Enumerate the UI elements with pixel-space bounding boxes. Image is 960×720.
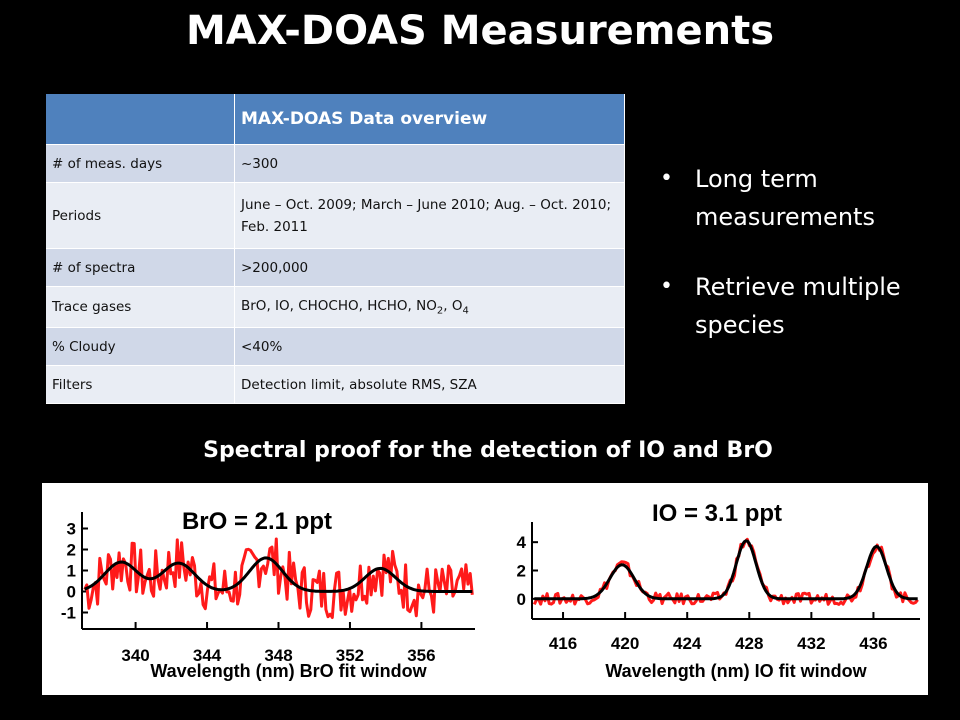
table-cell-label: Filters	[46, 365, 235, 404]
table-cell-label: Trace gases	[46, 286, 235, 328]
table-cell-label: % Cloudy	[46, 327, 235, 366]
spectra-panel: -1 0 1 2 3 340 344 348 352 356 BrO = 2.1 ppt Wavele…	[42, 483, 928, 695]
measured-spectrum-line	[532, 537, 919, 606]
chart-title: IO = 3.1 ppt	[652, 500, 782, 527]
table-row: Periods June – Oct. 2009; March – June 2…	[46, 182, 625, 249]
table-cell-value: <40%	[234, 327, 625, 366]
x-tick-label: 348	[264, 646, 292, 665]
y-tick-label: 2	[67, 541, 76, 560]
bullet-text: Long term measurements	[695, 165, 875, 231]
fit-spectrum-line	[84, 556, 473, 593]
table-cell-value: Detection limit, absolute RMS, SZA	[234, 365, 625, 404]
bullet-item: • Retrieve multiple species	[660, 268, 950, 344]
x-tick-label: 356	[407, 646, 435, 665]
table-row: Trace gases BrO, IO, CHOCHO, HCHO, NO2, …	[46, 286, 625, 328]
table-cell-value: ~300	[234, 144, 625, 183]
x-tick-label: 344	[193, 646, 222, 665]
x-tick-label: 424	[673, 634, 702, 653]
table-row: % Cloudy <40%	[46, 327, 625, 366]
x-axis-label: Wavelength (nm) BrO fit window	[150, 661, 427, 681]
y-tick-label: 4	[517, 533, 527, 552]
table-row: # of meas. days ~300	[46, 144, 625, 183]
y-tick-label: -1	[61, 604, 76, 623]
y-tick-label: 0	[517, 590, 526, 609]
y-tick-label: 2	[517, 562, 526, 581]
table-cell-label: # of meas. days	[46, 144, 235, 183]
table-cell-label: Periods	[46, 182, 235, 249]
table-row: # of spectra >200,000	[46, 248, 625, 287]
x-tick-label: 352	[336, 646, 364, 665]
x-tick-label: 416	[549, 634, 577, 653]
table-cell-value: June – Oct. 2009; March – June 2010; Aug…	[234, 182, 625, 249]
x-axis-label: Wavelength (nm) IO fit window	[605, 661, 867, 681]
data-overview-table: MAX-DOAS Data overview # of meas. days ~…	[46, 94, 625, 404]
x-tick-label: 436	[859, 634, 887, 653]
bullet-dot-icon: •	[660, 274, 673, 299]
spectra-charts: -1 0 1 2 3 340 344 348 352 356 BrO = 2.1 ppt Wavele…	[61, 500, 920, 681]
table-header-cell-title: MAX-DOAS Data overview	[234, 94, 625, 145]
y-tick-label: 0	[67, 583, 76, 602]
x-tick-label: 420	[611, 634, 639, 653]
chart-title: BrO = 2.1 ppt	[182, 508, 332, 535]
table-header-row: MAX-DOAS Data overview	[46, 94, 625, 145]
table-header-cell-empty	[46, 94, 235, 145]
slide-title: MAX-DOAS Measurements	[185, 8, 775, 54]
table-cell-value: BrO, IO, CHOCHO, HCHO, NO2, O4	[234, 286, 625, 328]
x-tick-label: 432	[797, 634, 825, 653]
table-cell-value: >200,000	[234, 248, 625, 287]
x-tick-label: 340	[121, 646, 149, 665]
fit-spectrum-line	[534, 539, 918, 601]
bullet-item: • Long term measurements	[660, 160, 950, 236]
y-tick-label: 3	[67, 520, 76, 539]
y-tick-label: 1	[67, 562, 76, 581]
table-cell-label: # of spectra	[46, 248, 235, 287]
measured-spectrum-line	[83, 537, 474, 619]
table-row: Filters Detection limit, absolute RMS, S…	[46, 365, 625, 404]
section-subtitle: Spectral proof for the detection of IO a…	[203, 438, 773, 463]
bullet-text: Retrieve multiple species	[695, 273, 901, 339]
x-tick-label: 428	[735, 634, 763, 653]
bullet-list: • Long term measurements • Retrieve mult…	[660, 160, 950, 376]
bullet-dot-icon: •	[660, 166, 673, 191]
